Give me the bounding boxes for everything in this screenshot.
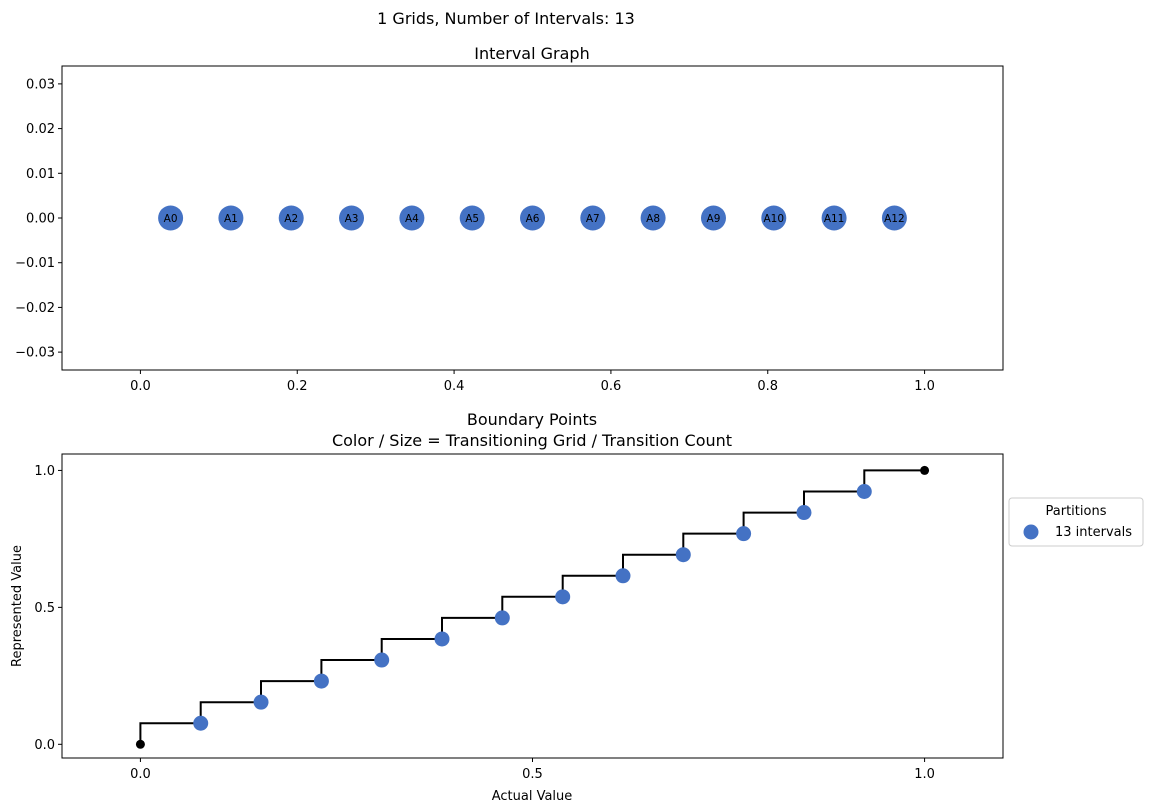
figure-title: 1 Grids, Number of Intervals: 13 (377, 9, 635, 28)
y-tick-label: 0.5 (34, 601, 55, 616)
interval-node: A4 (399, 205, 425, 231)
y-tick-label: 0.0 (34, 738, 55, 753)
interval-node-marker (459, 205, 485, 231)
interval-node-label: A8 (646, 213, 660, 225)
x-tick-label: 0.0 (130, 767, 151, 782)
interval-node-marker (399, 205, 425, 231)
legend: Partitions 13 intervals (1008, 497, 1144, 547)
interval-node-marker (881, 205, 907, 231)
y-tick-label: 0.03 (26, 77, 55, 92)
x-tick-label: 0.0 (130, 379, 151, 394)
interval-node: A5 (459, 205, 485, 231)
interval-node-label: A9 (707, 213, 721, 225)
interval-node-label: A11 (824, 213, 845, 225)
boundary-points-series (135, 465, 930, 749)
boundary-point (434, 631, 450, 647)
y-tick-label: 1.0 (34, 464, 55, 479)
y-tick-label: 0.01 (26, 167, 55, 182)
interval-graph-y-ticks: 0.03 0.02 0.01 0.00 −0.01 −0.02 −0.03 (15, 77, 62, 361)
interval-node: A0 (158, 205, 184, 231)
boundary-points-x-ticks: 0.0 0.5 1.0 (130, 758, 935, 782)
x-axis-label: Actual Value (492, 789, 573, 804)
boundary-points-subtitle: Color / Size = Transitioning Grid / Tran… (332, 431, 732, 450)
interval-node-label: A5 (465, 213, 479, 225)
legend-marker (1023, 524, 1039, 540)
interval-node-label: A7 (586, 213, 600, 225)
x-tick-label: 1.0 (914, 379, 935, 394)
interval-node-label: A4 (405, 213, 419, 225)
interval-node: A12 (881, 205, 907, 231)
interval-graph-x-ticks: 0.0 0.2 0.4 0.6 0.8 1.0 (130, 370, 935, 394)
y-tick-label: −0.01 (15, 256, 55, 271)
boundary-point (856, 483, 872, 499)
interval-node-label: A10 (764, 213, 785, 225)
interval-node: A6 (520, 205, 545, 231)
y-tick-label: −0.03 (15, 346, 55, 361)
interval-node-marker (278, 205, 304, 231)
x-tick-label: 0.2 (287, 379, 308, 394)
x-tick-label: 0.6 (601, 379, 622, 394)
x-tick-label: 0.5 (522, 767, 543, 782)
interval-node-label: A6 (526, 213, 540, 225)
interval-node-marker (761, 205, 787, 231)
interval-node: A11 (821, 205, 847, 231)
interval-node-marker (640, 205, 666, 231)
interval-node-label: A3 (345, 213, 359, 225)
y-tick-label: −0.02 (15, 301, 55, 316)
interval-node: A3 (339, 205, 365, 231)
interval-node-marker (339, 205, 365, 231)
boundary-point (193, 715, 209, 731)
boundary-points-title: Boundary Points (467, 410, 597, 429)
interval-node: A2 (278, 205, 304, 231)
interval-node: A9 (700, 205, 726, 231)
legend-title: Partitions (1046, 504, 1107, 519)
boundary-point (494, 610, 510, 626)
boundary-points-y-ticks: 1.0 0.5 0.0 (34, 464, 62, 753)
interval-node: A10 (761, 205, 787, 231)
interval-node-marker (520, 205, 545, 231)
interval-node-marker (821, 205, 847, 231)
interval-graph-panel: Interval Graph 0.03 0.02 0.01 0.00 −0.01 −0.0… (15, 44, 1004, 394)
interval-node: A8 (640, 205, 666, 231)
interval-node-marker (218, 205, 244, 231)
interval-node-marker (158, 205, 184, 231)
interval-node-marker (700, 205, 726, 231)
boundary-point (736, 526, 752, 542)
boundary-points-panel: Boundary Points Color / Size = Transitio… (10, 410, 1144, 804)
y-tick-label: 0.00 (26, 212, 55, 227)
boundary-point (313, 673, 329, 689)
legend-entry-label: 13 intervals (1055, 525, 1132, 540)
boundary-point (555, 589, 571, 605)
boundary-point (615, 568, 631, 584)
y-axis-label: Represented Value (10, 545, 25, 667)
interval-node: A7 (580, 205, 606, 231)
interval-node: A1 (218, 205, 244, 231)
interval-node-label: A1 (224, 213, 238, 225)
interval-node-label: A0 (164, 213, 178, 225)
legend-frame (1008, 497, 1144, 547)
x-tick-label: 0.4 (444, 379, 465, 394)
interval-node-marker (580, 205, 606, 231)
endpoint-marker (135, 739, 145, 749)
boundary-point (374, 652, 390, 668)
interval-graph-title: Interval Graph (474, 44, 589, 63)
boundary-point (253, 694, 269, 710)
interval-node-label: A12 (884, 213, 905, 225)
x-tick-label: 0.8 (757, 379, 778, 394)
endpoint-marker (920, 465, 930, 475)
interval-graph-nodes: A0 A1 A2 A3 A4 A5 A6 A7 A8 A9 A10 A11 A12 (158, 205, 907, 231)
x-tick-label: 1.0 (914, 767, 935, 782)
y-tick-label: 0.02 (26, 122, 55, 137)
boundary-point (796, 505, 812, 521)
boundary-points-axes-frame (61, 453, 1004, 759)
boundary-point (675, 547, 691, 563)
interval-node-label: A2 (284, 213, 298, 225)
